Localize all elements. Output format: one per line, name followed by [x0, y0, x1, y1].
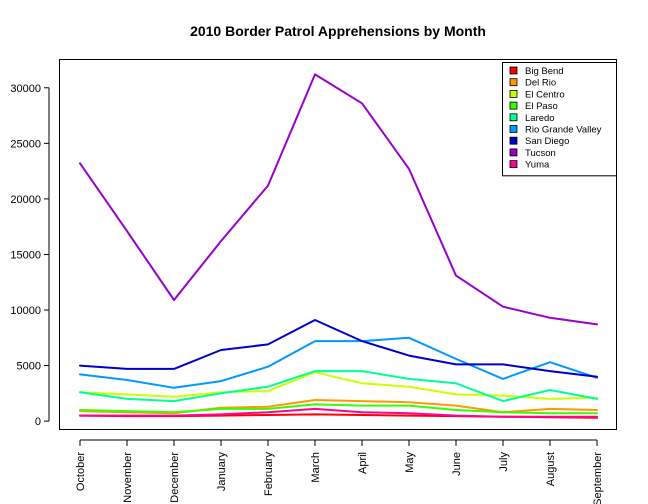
y-tick-label: 15000 — [10, 249, 41, 261]
legend-swatch — [509, 148, 518, 157]
legend-swatch — [509, 78, 518, 87]
legend-swatch — [509, 125, 518, 133]
legend-label: El Centro — [525, 89, 565, 100]
x-tick-label: June — [451, 452, 463, 476]
x-tick-label: March — [310, 452, 322, 483]
series-line-yuma — [79, 407, 598, 418]
series-line-el-paso — [79, 403, 598, 415]
x-tick-label: February — [263, 452, 275, 497]
y-tick-label: 20000 — [10, 194, 41, 206]
series-line-rio-grande-valley — [79, 336, 598, 389]
series-line-laredo — [79, 370, 598, 403]
legend-label: Laredo — [525, 113, 555, 124]
x-tick-label: April — [357, 452, 369, 474]
legend-label: Yuma — [525, 160, 550, 171]
y-tick-label: 10000 — [10, 305, 41, 317]
series-line-el-centro — [79, 371, 598, 400]
x-tick-label: January — [216, 452, 228, 492]
plot-area — [59, 59, 617, 430]
y-tick-label: 5000 — [17, 361, 41, 373]
x-tick-label: July — [498, 452, 510, 472]
legend-box — [502, 62, 617, 177]
x-tick-label: November — [122, 452, 134, 503]
y-tick-label: 0 — [35, 416, 41, 428]
legend-label: Tucson — [525, 148, 556, 159]
legend-swatch — [509, 136, 518, 145]
y-tick-label: 25000 — [10, 138, 41, 150]
series-line-san-diego — [79, 319, 598, 378]
legend-label: Rio Grande Valley — [525, 125, 602, 136]
x-tick-label: October — [75, 452, 87, 491]
series-line-tucson — [79, 73, 598, 326]
x-tick-label: August — [545, 452, 557, 486]
legend-label: San Diego — [525, 136, 569, 147]
y-tick-label: 30000 — [10, 83, 41, 95]
chart-title: 2010 Border Patrol Apprehensions by Mont… — [190, 23, 486, 39]
legend-swatch — [509, 90, 518, 98]
x-tick-label: December — [169, 452, 181, 503]
legend-swatch — [509, 101, 518, 110]
series-lines — [79, 73, 598, 419]
x-axis: October November December January February Ma… — [75, 439, 604, 504]
legend-swatch — [509, 113, 518, 122]
x-tick-label: September — [592, 452, 604, 504]
legend-label: Del Rio — [525, 78, 556, 89]
legend-swatch — [509, 66, 518, 75]
legend-swatch — [509, 160, 518, 169]
y-axis: 0 5000 10000 15000 20000 25000 30000 — [10, 83, 50, 428]
x-tick-label: May — [404, 452, 416, 473]
legend-label: Big Bend — [525, 66, 564, 77]
legend-label: El Paso — [525, 101, 558, 112]
